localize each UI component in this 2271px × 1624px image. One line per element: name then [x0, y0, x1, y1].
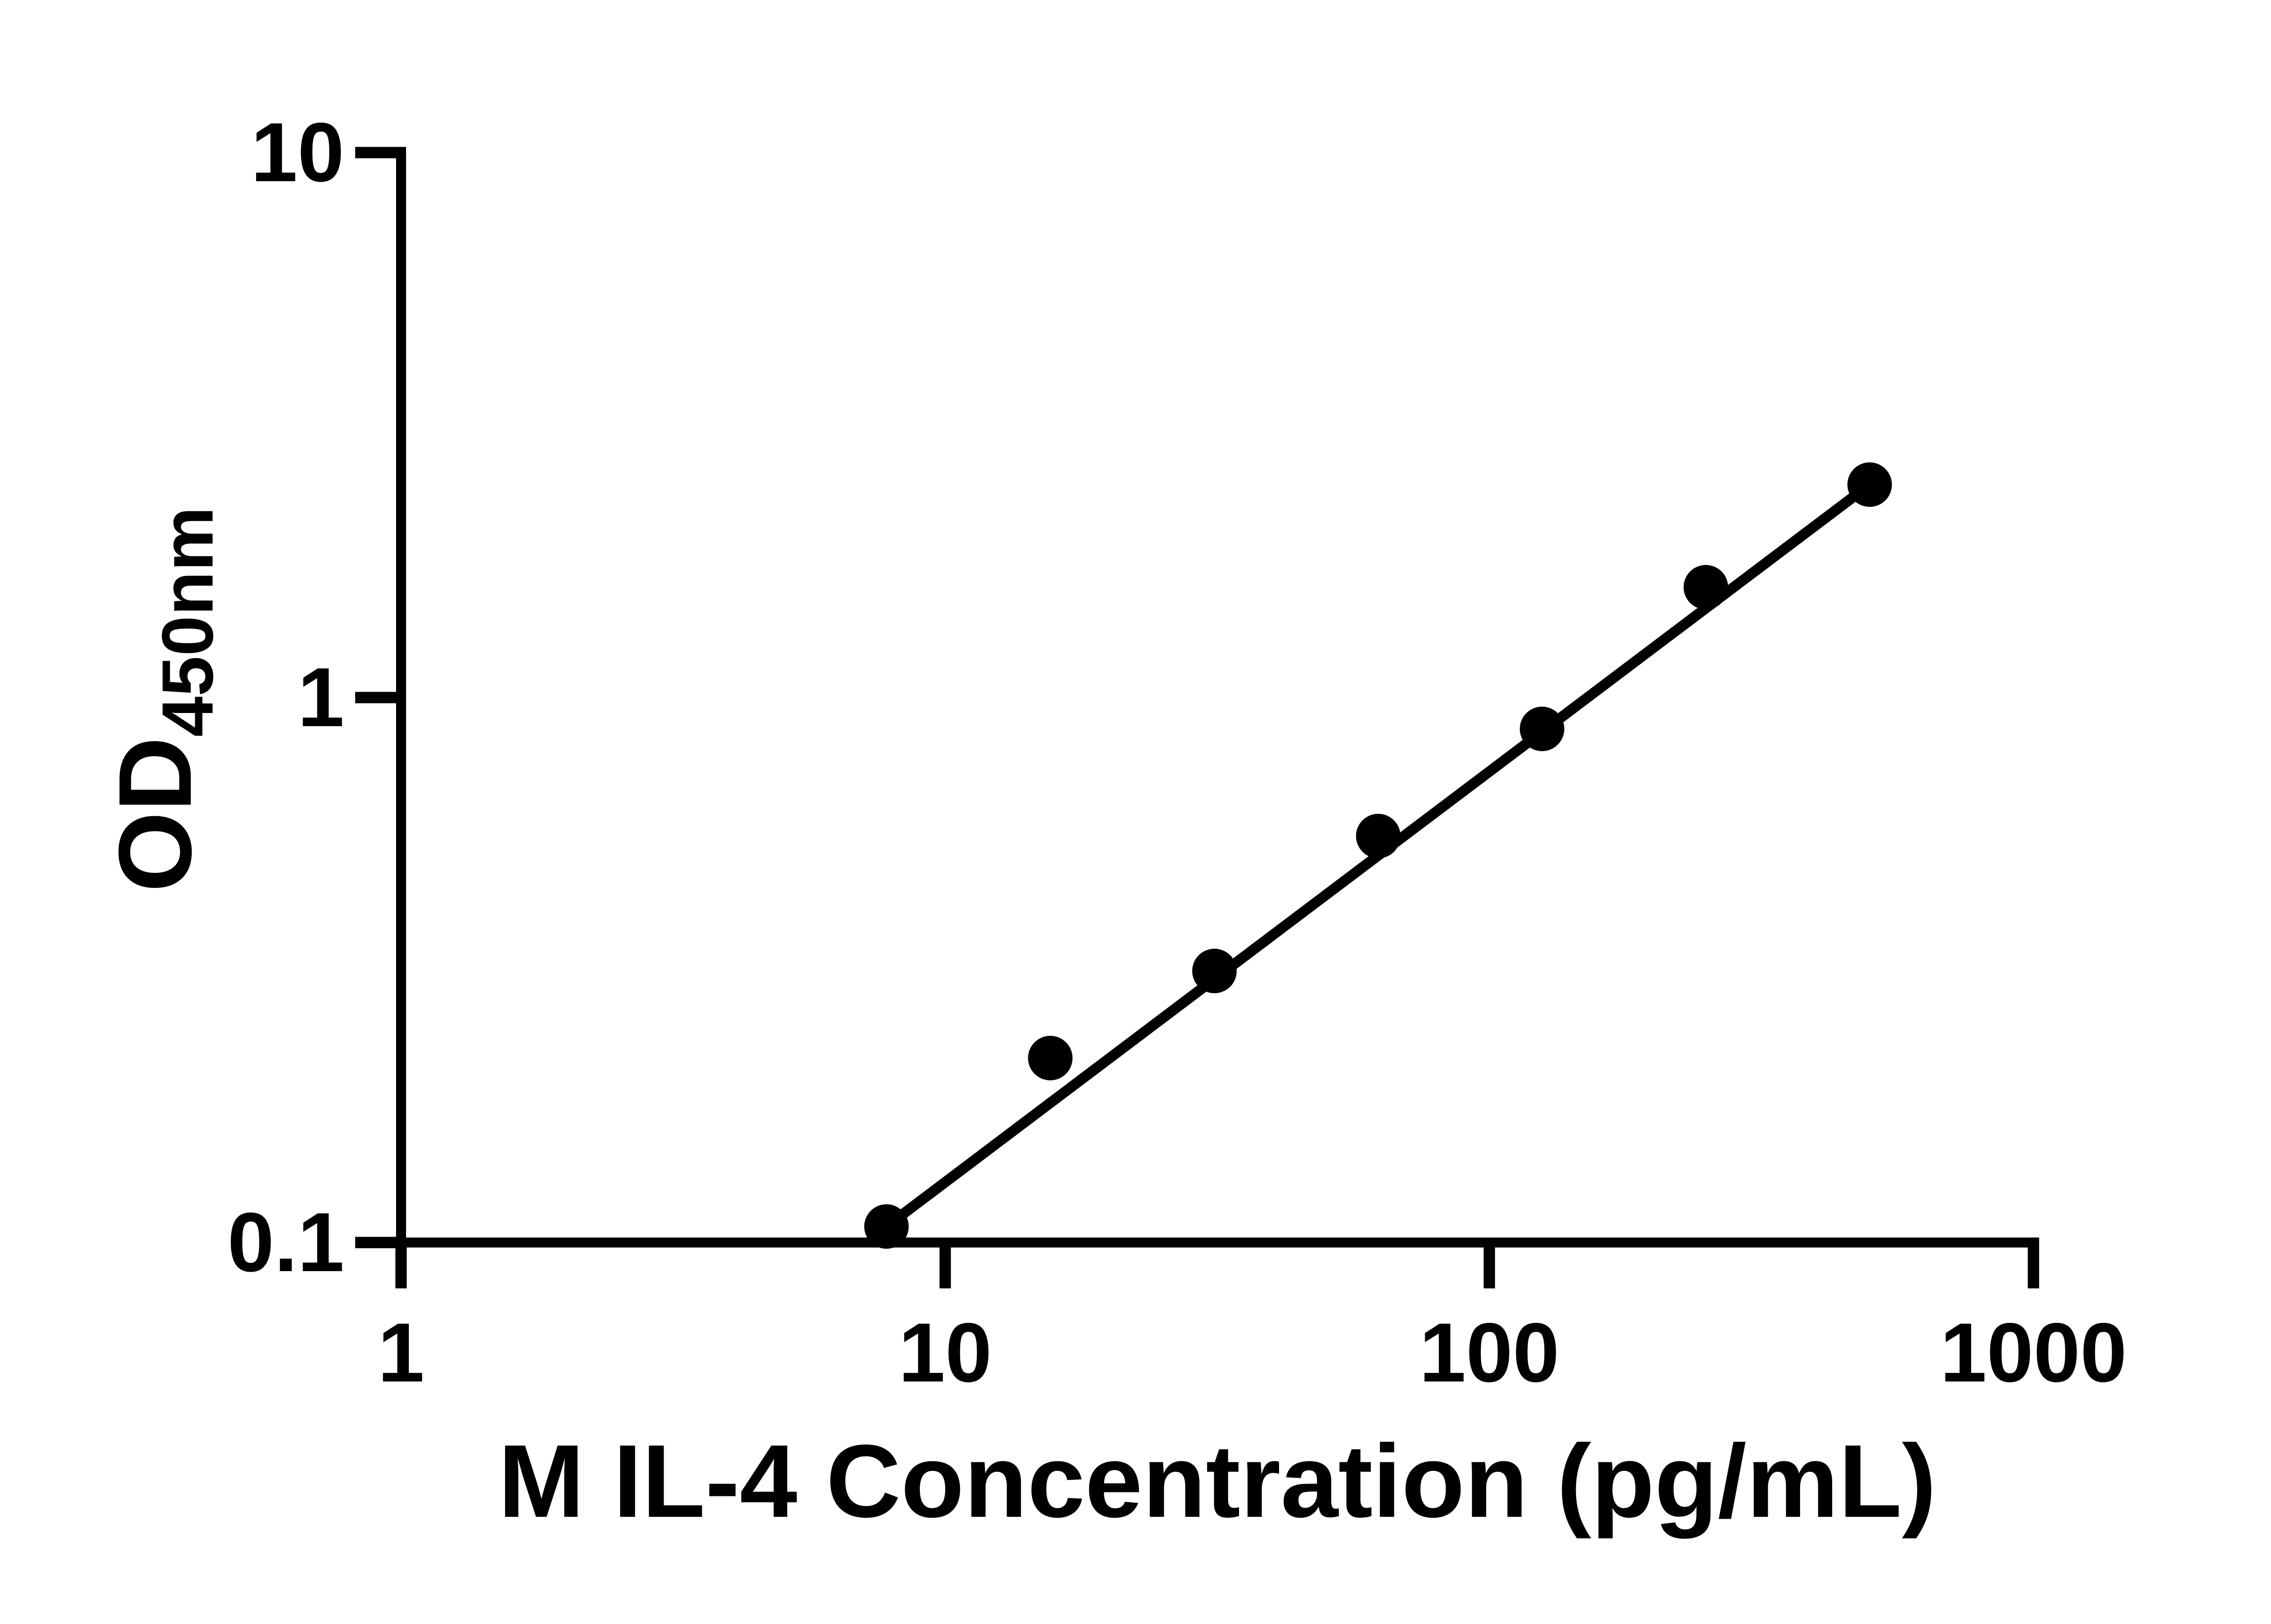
data-point-500pgml — [1847, 462, 1892, 507]
tick-labels: 0.1 1 10 1 10 100 1000 — [228, 106, 2127, 1400]
y-axis-title-main: OD — [98, 737, 213, 892]
y-axis-line — [396, 147, 406, 1248]
ticks — [355, 147, 2039, 1288]
y-tick-label-10: 10 — [251, 106, 344, 199]
x-tick-1000 — [2028, 1248, 2039, 1288]
y-tick-label-1: 1 — [298, 651, 344, 744]
x-axis-line — [396, 1238, 2039, 1248]
data-point-15.6pgml — [1028, 1035, 1073, 1080]
x-tick-label-1: 1 — [378, 1306, 425, 1400]
data-series — [864, 462, 1892, 1249]
data-point-7.8pgml — [864, 1204, 909, 1249]
x-axis-title: M IL-4 Concentration (pg/mL) — [498, 1424, 1936, 1539]
data-point-62.5pgml — [1356, 813, 1401, 858]
y-axis-title-subscript: 450nm — [147, 507, 228, 737]
y-tick-1 — [355, 692, 396, 703]
x-tick-label-1000: 1000 — [1940, 1306, 2127, 1400]
data-point-31.25pgml — [1192, 949, 1237, 994]
x-tick-label-100: 100 — [1419, 1306, 1560, 1400]
y-tick-label-0.1: 0.1 — [228, 1196, 344, 1289]
y-tick-0.1 — [355, 1237, 396, 1248]
y-axis-title: OD450nm — [98, 507, 228, 892]
x-tick-10 — [939, 1248, 951, 1288]
y-tick-10 — [355, 147, 396, 158]
axes — [396, 147, 2039, 1248]
x-tick-1 — [395, 1248, 407, 1288]
x-tick-label-10: 10 — [898, 1306, 992, 1400]
data-point-250pgml — [1683, 565, 1728, 610]
x-tick-100 — [1483, 1248, 1495, 1288]
data-point-125pgml — [1520, 706, 1565, 751]
